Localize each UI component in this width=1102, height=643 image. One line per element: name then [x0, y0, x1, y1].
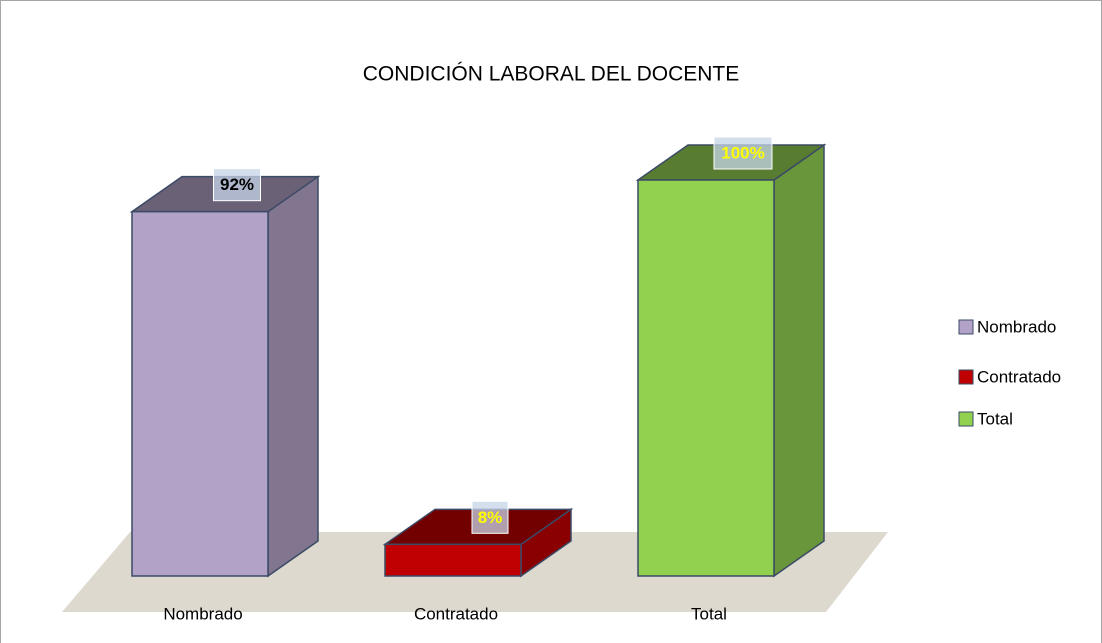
chart-title: CONDICIÓN LABORAL DEL DOCENTE	[363, 63, 740, 86]
bar-side	[267, 175, 319, 578]
bar-front	[637, 179, 775, 577]
bar	[129, 175, 321, 578]
data-label-box	[471, 500, 509, 534]
legend-swatch	[958, 369, 974, 385]
legend-label: Nombrado	[977, 317, 1056, 336]
data-label: 8%	[478, 508, 503, 527]
data-label: 100%	[721, 143, 764, 162]
bar-front	[131, 210, 269, 577]
data-label-box	[713, 136, 773, 170]
data-label-box	[213, 168, 261, 202]
x-tick-label: Nombrado	[163, 604, 242, 623]
bar-front	[384, 543, 522, 577]
legend-swatch	[958, 319, 974, 335]
data-label: 92%	[220, 175, 254, 194]
x-tick-label: Contratado	[414, 604, 498, 623]
legend-swatch	[958, 411, 974, 427]
x-tick-label: Total	[691, 604, 727, 623]
bar	[635, 143, 827, 578]
legend-label: Total	[977, 409, 1013, 428]
legend-label: Contratado	[977, 367, 1061, 386]
bar-side	[773, 143, 825, 578]
